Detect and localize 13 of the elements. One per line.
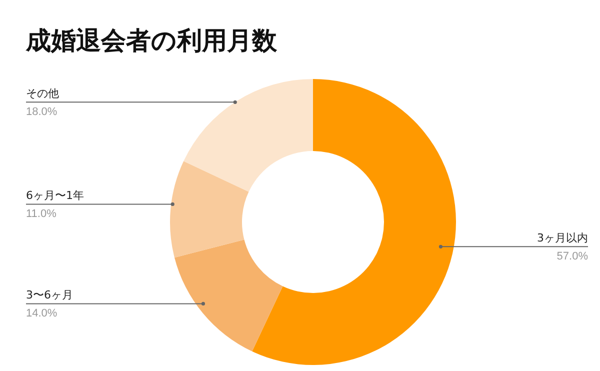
- data-label: 57.0%: [556, 250, 588, 263]
- slice-label: 6ヶ月〜1年: [26, 189, 84, 202]
- slice-label: その他: [26, 87, 59, 100]
- slice-label: 3ヶ月以内: [537, 232, 588, 245]
- donut-slice: [184, 79, 313, 192]
- data-label: 18.0%: [26, 106, 58, 118]
- slice-label: 3〜6ヶ月: [26, 288, 73, 302]
- data-label: 14.0%: [26, 308, 58, 320]
- donut-slice: [252, 79, 456, 365]
- chart-title: 成婚退会者の利用月数: [26, 25, 277, 57]
- data-label: 11.0%: [26, 208, 57, 220]
- donut-slice: [174, 240, 283, 352]
- donut-slice: [170, 161, 249, 258]
